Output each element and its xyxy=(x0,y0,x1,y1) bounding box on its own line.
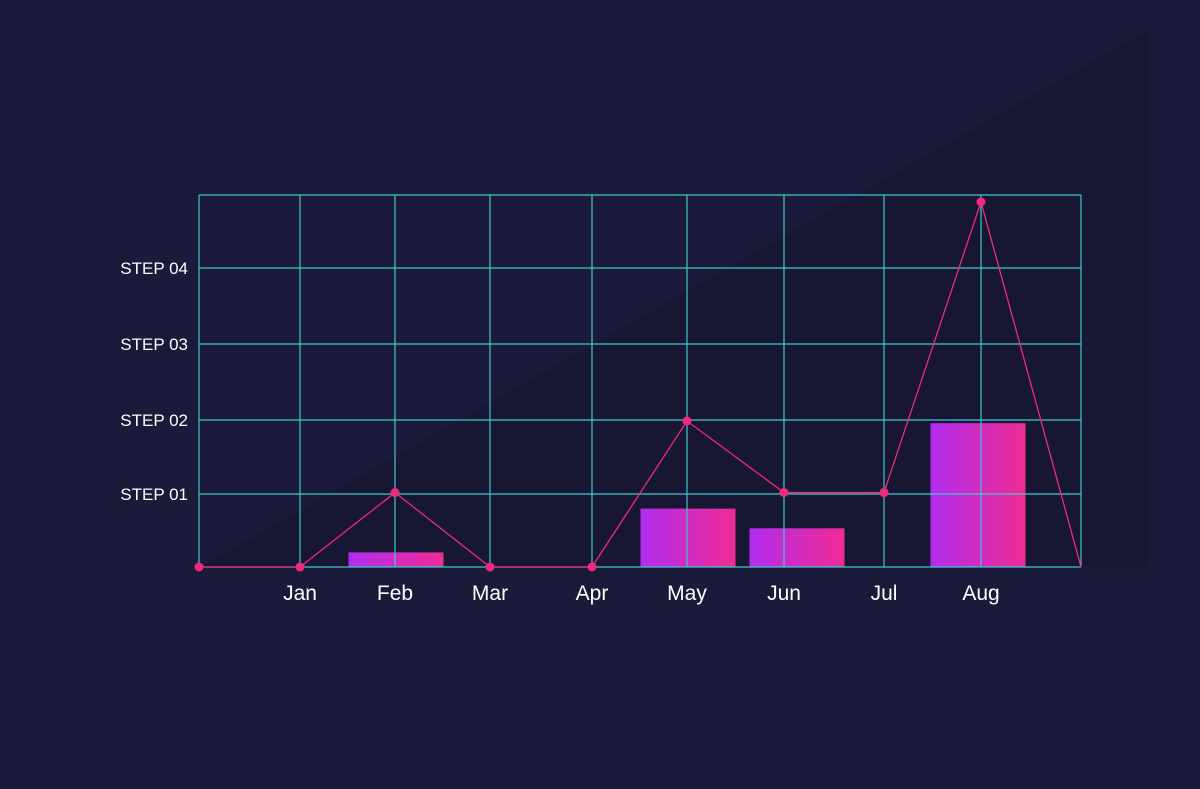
line-point-5 xyxy=(682,416,692,426)
line-point-3 xyxy=(485,562,495,572)
line-point-6 xyxy=(779,488,789,498)
x-tick-label-apr: Apr xyxy=(576,582,609,605)
line-point-0 xyxy=(194,562,204,572)
line-point-1 xyxy=(295,562,305,572)
y-tick-label-4: STEP 04 xyxy=(120,259,188,278)
line-point-7 xyxy=(879,488,889,498)
bar-may xyxy=(640,508,736,567)
x-tick-label-feb: Feb xyxy=(377,582,413,605)
bar-aug xyxy=(930,423,1026,567)
line-path xyxy=(199,199,1082,568)
line-point-4 xyxy=(587,562,597,572)
y-tick-label-3: STEP 03 xyxy=(120,335,188,354)
bar-feb xyxy=(348,552,444,567)
line-point-2 xyxy=(390,488,400,498)
x-tick-label-jan: Jan xyxy=(283,582,317,605)
x-tick-label-may: May xyxy=(667,582,707,605)
x-tick-label-aug: Aug xyxy=(962,582,999,605)
background-shadow xyxy=(200,30,1148,567)
y-tick-label-2: STEP 02 xyxy=(120,411,188,430)
x-tick-label-mar: Mar xyxy=(472,582,508,605)
y-axis-labels: STEP 01 STEP 02 STEP 03 STEP 04 xyxy=(120,259,188,504)
x-tick-label-jul: Jul xyxy=(871,582,898,605)
x-axis-labels: Jan Feb Mar Apr May Jun Jul Aug xyxy=(283,582,1000,605)
bars xyxy=(348,423,1026,567)
bar-jun xyxy=(749,528,845,567)
y-tick-label-1: STEP 01 xyxy=(120,485,188,504)
line-series xyxy=(194,197,1082,572)
x-tick-label-jun: Jun xyxy=(767,582,801,605)
line-point-8 xyxy=(976,197,986,207)
